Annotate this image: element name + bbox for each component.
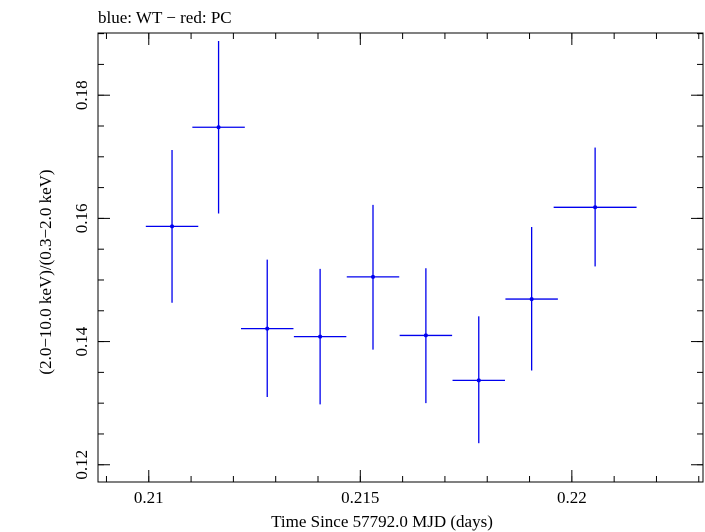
y-tick-label: 0.12 bbox=[72, 450, 91, 480]
x-tick-label: 0.21 bbox=[134, 488, 164, 507]
data-point bbox=[371, 274, 375, 279]
tick-labels: 0.21 0.215 0.22 0.12 0.14 0.16 0.18 bbox=[72, 80, 587, 507]
data-point bbox=[529, 297, 534, 302]
plot-frame bbox=[97, 32, 704, 483]
y-axis-label: (2.0−10.0 keV)/(0.3−2.0 keV) bbox=[36, 169, 55, 374]
y-tick-label: 0.18 bbox=[72, 80, 91, 110]
axis-ticks bbox=[98, 33, 703, 482]
y-tick-label: 0.16 bbox=[72, 204, 91, 234]
data-point-group bbox=[346, 204, 400, 350]
data-point bbox=[170, 224, 175, 229]
data-series bbox=[145, 41, 637, 444]
data-point-group bbox=[293, 268, 347, 405]
data-point-group bbox=[505, 227, 558, 371]
data-point-group bbox=[145, 150, 199, 303]
x-tick-label: 0.215 bbox=[341, 488, 379, 507]
data-point bbox=[265, 326, 270, 331]
chart-title: blue: WT − red: PC bbox=[98, 8, 232, 27]
data-point bbox=[476, 378, 481, 383]
data-point bbox=[593, 205, 598, 210]
y-tick-label: 0.14 bbox=[72, 326, 91, 356]
data-point bbox=[318, 334, 323, 339]
data-point-group bbox=[192, 41, 245, 214]
x-axis-label: Time Since 57792.0 MJD (days) bbox=[271, 512, 493, 531]
data-point-group bbox=[452, 316, 505, 444]
data-point-group bbox=[399, 268, 453, 404]
data-point bbox=[423, 333, 428, 338]
data-point-group bbox=[553, 147, 637, 267]
data-point-group bbox=[241, 259, 294, 398]
data-point bbox=[216, 125, 221, 130]
x-tick-label: 0.22 bbox=[557, 488, 587, 507]
